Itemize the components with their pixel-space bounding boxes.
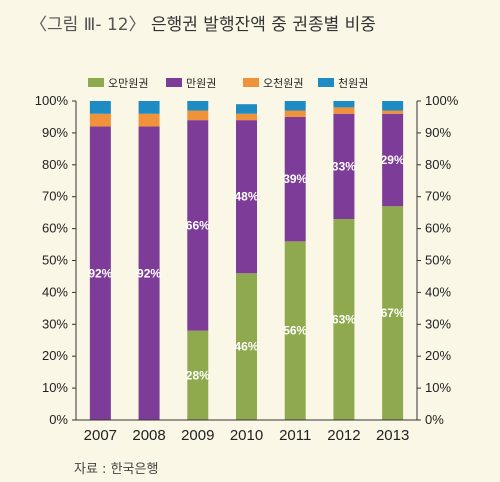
y-tick-label-right: 10% <box>425 380 451 395</box>
data-label: 48% <box>234 190 258 204</box>
bar-segment <box>138 113 160 127</box>
figure-label: 〈그림 Ⅲ- 12〉 <box>30 15 146 35</box>
y-tick-label-right: 50% <box>425 253 451 268</box>
y-tick-label-right: 20% <box>425 348 451 363</box>
data-label: 63% <box>332 313 356 327</box>
bar-segment <box>138 101 160 114</box>
data-label: 39% <box>283 172 307 186</box>
y-tick-label-left: 40% <box>42 284 68 299</box>
legend-swatch <box>166 78 182 87</box>
y-tick-label-right: 30% <box>425 316 451 331</box>
data-label: 28% <box>186 368 210 382</box>
bar-segment <box>89 126 111 421</box>
bar-segment <box>382 113 404 207</box>
title-text: 은행권 발행잔액 중 권종별 비중 <box>150 15 376 35</box>
bar-segment <box>89 101 111 114</box>
y-tick-label-left: 70% <box>42 189 68 204</box>
bar-segment <box>284 116 306 242</box>
bar-segment <box>382 206 404 420</box>
bar-segment <box>382 101 404 111</box>
y-tick-label-left: 0% <box>49 412 68 427</box>
y-tick-label-left: 100% <box>35 93 69 108</box>
data-label: 67% <box>381 306 405 320</box>
y-tick-label-right: 70% <box>425 189 451 204</box>
legend-label: 오천원권 <box>263 76 303 90</box>
bar-segment <box>236 273 257 420</box>
x-tick-label: 2009 <box>181 427 214 444</box>
data-label: 33% <box>332 159 356 173</box>
bar-segment <box>187 330 209 420</box>
bar-segment <box>284 101 306 111</box>
x-tick-label: 2012 <box>327 427 360 444</box>
bar-segment <box>236 113 257 121</box>
chart-title: 〈그림 Ⅲ- 12〉 은행권 발행잔액 중 권종별 비중 <box>30 10 376 35</box>
legend-swatch <box>88 78 104 87</box>
bar-segment <box>333 113 355 220</box>
bars: 92% 92% 28% 66% 46% 48% 56% 39% 63% 33% 67% 29% <box>88 101 405 421</box>
y-tick-label-right: 60% <box>425 221 451 236</box>
bar-segment <box>187 101 209 111</box>
data-label: 29% <box>381 153 405 167</box>
y-axis-left: 0% 10% 20% 30% 40% 50% 60% 70% 80% 90% 100% <box>35 93 77 427</box>
x-tick-label: 2008 <box>132 427 165 444</box>
y-tick-label-right: 40% <box>425 284 451 299</box>
bar-segment <box>236 120 257 274</box>
y-tick-label-left: 60% <box>42 221 68 236</box>
legend-label: 천원권 <box>338 76 368 90</box>
y-tick-label-right: 0% <box>425 412 444 427</box>
data-label: 46% <box>234 340 258 354</box>
legend-label: 오만원권 <box>108 77 148 90</box>
y-tick-label-left: 90% <box>42 125 68 140</box>
bar-segment <box>236 104 257 114</box>
y-tick-label-right: 80% <box>425 157 451 172</box>
data-label: 92% <box>88 266 112 280</box>
legend-label: 만원권 <box>186 77 216 90</box>
y-tick-label-left: 10% <box>42 380 68 395</box>
y-axis-right: 0% 10% 20% 30% 40% 50% 60% 70% 80% 90% 100% <box>416 93 459 427</box>
y-tick-label-right: 100% <box>425 93 459 108</box>
y-tick-label-left: 20% <box>42 348 68 363</box>
x-tick-label: 2007 <box>84 427 117 444</box>
bar-segment <box>187 110 209 121</box>
data-label: 92% <box>137 266 161 280</box>
x-tick-label: 2011 <box>279 427 311 444</box>
data-label: 66% <box>186 218 210 232</box>
bar-segment <box>382 110 404 114</box>
legend-swatch <box>243 78 259 87</box>
bar-segment <box>333 219 355 420</box>
legend: 오만원권 만원권 오천원권 천원권 <box>88 76 368 90</box>
bar-segment <box>333 107 355 114</box>
bar-segment <box>138 126 160 421</box>
legend-swatch <box>318 78 334 87</box>
bar-segment <box>89 113 111 127</box>
y-tick-label-left: 80% <box>42 157 68 172</box>
x-tick-label: 2013 <box>376 427 409 444</box>
y-tick-label-left: 50% <box>42 253 68 268</box>
x-tick-label: 2010 <box>230 427 263 444</box>
bar-segment <box>284 110 306 117</box>
x-axis: 2007 2008 2009 2010 2011 2012 2013 <box>76 419 417 444</box>
y-tick-label-left: 30% <box>42 316 68 331</box>
bar-segment <box>187 120 209 331</box>
source-note: 자료 : 한국은행 <box>74 462 159 477</box>
bar-segment <box>284 241 306 420</box>
data-label: 56% <box>283 324 307 338</box>
bar-segment <box>333 101 355 108</box>
y-tick-label-right: 90% <box>425 125 451 140</box>
